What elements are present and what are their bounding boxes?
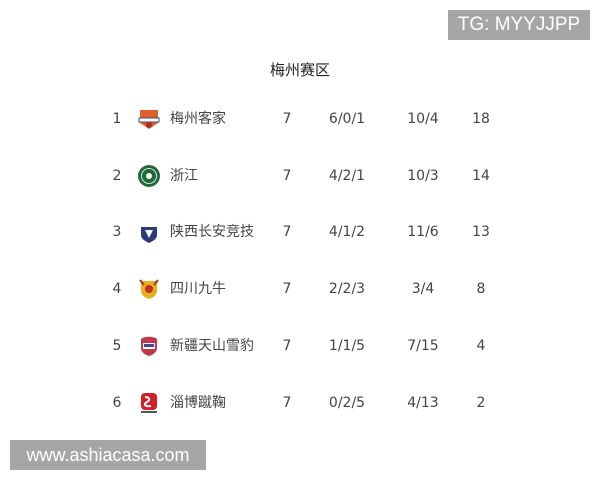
rank: 2 [112,167,122,184]
win-draw-loss: 4/2/1 [328,167,366,184]
goals-for-against: 10/3 [407,167,439,184]
table-row: 4 四川九牛 7 2/2/3 3/4 8 [0,274,600,304]
xinjiang-snow-leopard-crest-icon [141,336,157,356]
team-name: 浙江 [170,167,198,184]
win-draw-loss: 4/1/2 [328,224,366,241]
played: 7 [282,281,292,298]
win-draw-loss: 6/0/1 [328,111,366,127]
team-name: 陕西长安竞技 [170,224,254,241]
win-draw-loss: 1/1/5 [328,337,366,354]
goals-for-against: 10/4 [407,111,439,127]
rank: 1 [112,111,122,127]
watermark-bottom: www.ashiacasa.com [10,440,206,470]
sichuan-jiuniu-crest-icon [139,279,159,300]
watermark-top: TG: MYYJJPP [448,10,590,40]
goals-for-against: 3/4 [411,281,435,298]
team-name: 四川九牛 [170,281,226,298]
rank: 5 [112,337,122,354]
win-draw-loss: 2/2/3 [328,281,366,298]
team-name: 新疆天山雪豹 [170,337,254,354]
page-title: 梅州赛区 [269,61,330,79]
goals-for-against: 7/15 [407,337,439,354]
win-draw-loss: 0/2/5 [328,394,366,411]
rank: 3 [112,224,122,241]
rank: 4 [112,281,122,298]
table-row: 1 梅州客家 7 6/0/1 10/4 18 [0,104,600,134]
zibo-cuju-crest-icon [141,392,157,413]
points: 18 [472,111,490,127]
points: 8 [476,281,486,298]
played: 7 [282,394,292,411]
played: 7 [282,167,292,184]
shaanxi-changan-crest-icon [141,223,157,244]
zhejiang-crest-icon [138,164,160,187]
points: 2 [476,394,486,411]
goals-for-against: 11/6 [407,224,439,241]
played: 7 [282,224,292,241]
table-row: 6 淄博蹴鞠 7 0/2/5 4/13 2 [0,388,600,418]
points: 4 [476,337,486,354]
goals-for-against: 4/13 [407,394,439,411]
table-row: 5 新疆天山雪豹 7 1/1/5 7/15 4 [0,331,600,361]
team-name: 淄博蹴鞠 [170,394,226,411]
played: 7 [282,111,292,127]
table-row: 2 浙江 7 4/2/1 10/3 14 [0,161,600,191]
meizhou-hakka-crest-icon [138,110,160,129]
played: 7 [282,337,292,354]
rank: 6 [112,394,122,411]
points: 14 [472,167,490,184]
table-row: 3 陕西长安竞技 7 4/1/2 11/6 13 [0,217,600,247]
team-name: 梅州客家 [170,111,226,127]
points: 13 [472,224,490,241]
